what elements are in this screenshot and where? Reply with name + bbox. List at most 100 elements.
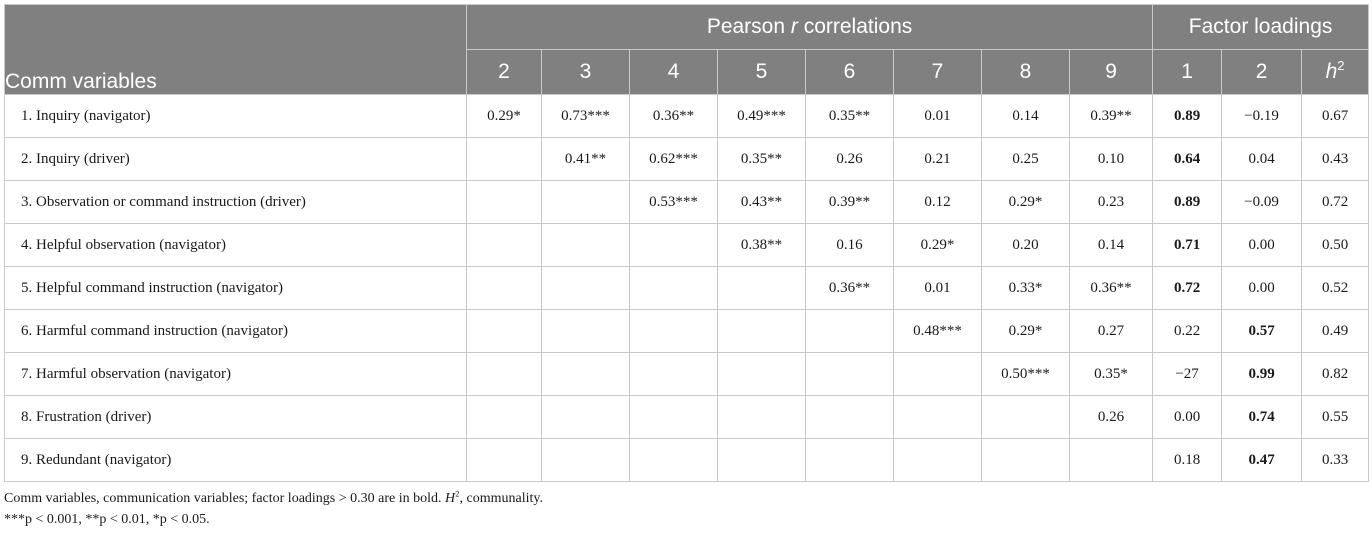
pearson-col-header: 6 [805, 49, 894, 95]
correlation-cell [541, 395, 630, 439]
correlation-cell [466, 438, 542, 482]
correlation-cell: 0.73*** [541, 94, 630, 138]
correlation-cell [629, 309, 718, 353]
row-label: 3. Observation or command instruction (d… [4, 180, 467, 224]
correlation-cell [1068, 438, 1154, 482]
communality-cell: 0.50 [1301, 223, 1370, 267]
factor2-loading-cell: 0.57 [1221, 309, 1303, 353]
pearson-col-header: 5 [717, 49, 806, 95]
correlation-cell: 0.01 [893, 94, 982, 138]
correlation-cell [629, 266, 718, 310]
correlation-cell: 0.20 [981, 223, 1070, 267]
correlation-cell [629, 395, 718, 439]
correlation-factor-table: Comm variables Pearson r correlations Fa… [4, 4, 1370, 482]
correlation-cell [981, 438, 1070, 482]
factor1-loading-cell: 0.00 [1152, 395, 1223, 439]
correlation-cell [805, 352, 894, 396]
correlation-cell: 0.48*** [893, 309, 982, 353]
factor1-loading-cell: 0.72 [1152, 266, 1223, 310]
table-body: 1. Inquiry (navigator) 0.29* 0.73*** 0.36**… [4, 94, 1370, 482]
correlation-cell [466, 223, 542, 267]
correlation-cell: 0.29* [466, 94, 542, 138]
correlation-cell: 0.38** [717, 223, 806, 267]
communality-cell: 0.67 [1301, 94, 1370, 138]
correlation-cell [717, 352, 806, 396]
factor2-loading-cell: 0.00 [1221, 266, 1303, 310]
pearson-col-header: 9 [1068, 49, 1154, 95]
correlation-cell: 0.43** [717, 180, 806, 224]
communality-cell: 0.49 [1301, 309, 1370, 353]
correlation-cell: 0.25 [981, 137, 1070, 181]
correlation-cell: 0.29* [981, 180, 1070, 224]
header-row-columns: 2 3 4 5 6 7 8 9 1 2 h2 [5, 49, 1370, 95]
correlation-cell [805, 438, 894, 482]
correlation-cell: 0.12 [893, 180, 982, 224]
correlation-cell [805, 309, 894, 353]
correlation-cell [541, 223, 630, 267]
table-row: 9. Redundant (navigator) 0.18 0.47 0.33 [4, 438, 1370, 482]
correlation-cell: 0.49*** [717, 94, 806, 138]
correlation-cell [466, 309, 542, 353]
correlation-cell: 0.35** [717, 137, 806, 181]
footnote-abbreviations: Comm variables, communication variables;… [4, 488, 543, 506]
factor1-loading-cell: 0.22 [1152, 309, 1223, 353]
correlation-cell: 0.16 [805, 223, 894, 267]
correlation-cell [717, 309, 806, 353]
correlation-cell: 0.27 [1068, 309, 1154, 353]
communality-cell: 0.82 [1301, 352, 1370, 396]
table-container: Comm variables Pearson r correlations Fa… [4, 4, 1370, 530]
factor1-loading-cell: −27 [1152, 352, 1223, 396]
correlation-cell [893, 352, 982, 396]
communality-cell: 0.52 [1301, 266, 1370, 310]
correlation-cell: 0.26 [1068, 395, 1154, 439]
factor2-loading-cell: 0.47 [1221, 438, 1303, 482]
correlation-cell: 0.33* [981, 266, 1070, 310]
pearson-col-header: 2 [466, 49, 542, 95]
correlation-cell [805, 395, 894, 439]
factor1-loading-cell: 0.18 [1152, 438, 1223, 482]
table-row: 1. Inquiry (navigator) 0.29* 0.73*** 0.36**… [4, 94, 1370, 138]
table-row: 8. Frustration (driver) 0.26 0.00 0.74 0.55 [4, 395, 1370, 439]
correlation-cell [717, 266, 806, 310]
pearson-col-header: 7 [893, 49, 982, 95]
correlation-cell: 0.29* [981, 309, 1070, 353]
table-row: 3. Observation or command instruction (d… [4, 180, 1370, 224]
table-row: 6. Harmful command instruction (navigato… [4, 309, 1370, 353]
row-label: 2. Inquiry (driver) [4, 137, 467, 181]
factor2-loading-cell: −0.09 [1221, 180, 1303, 224]
communality-cell: 0.72 [1301, 180, 1370, 224]
factor1-loading-cell: 0.64 [1152, 137, 1223, 181]
row-label: 6. Harmful command instruction (navigato… [4, 309, 467, 353]
footnote-significance: ***p < 0.001, **p < 0.01, *p < 0.05. [4, 512, 210, 527]
row-label: 9. Redundant (navigator) [4, 438, 467, 482]
correlation-cell: 0.14 [1068, 223, 1154, 267]
factor1-loading-cell: 0.89 [1152, 180, 1223, 224]
factor2-loading-cell: 0.74 [1221, 395, 1303, 439]
row-header: Comm variables [4, 4, 467, 95]
table-row: 5. Helpful command instruction (navigato… [4, 266, 1370, 310]
correlation-cell [541, 309, 630, 353]
correlation-cell: 0.26 [805, 137, 894, 181]
row-label: 1. Inquiry (navigator) [4, 94, 467, 138]
pearson-col-header: 3 [541, 49, 630, 95]
correlation-cell [629, 352, 718, 396]
communality-symbol: h [1325, 60, 1338, 83]
correlation-cell: 0.39** [1068, 94, 1154, 138]
correlation-cell [541, 438, 630, 482]
correlation-cell: 0.39** [805, 180, 894, 224]
header-row-groups: Comm variables Pearson r correlations Fa… [4, 4, 1370, 95]
table-footnotes: Comm variables, communication variables;… [4, 488, 1368, 530]
factor-col-header: 1 [1152, 49, 1223, 95]
correlation-cell: 0.29* [893, 223, 982, 267]
correlation-cell [981, 395, 1070, 439]
row-label: 8. Frustration (driver) [4, 395, 467, 439]
factor2-loading-cell: 0.99 [1221, 352, 1303, 396]
factor-group-header: Factor loadings [1152, 4, 1370, 50]
correlation-cell [893, 395, 982, 439]
correlation-cell [466, 180, 542, 224]
correlation-cell [466, 352, 542, 396]
communality-col-header: h2 [1301, 49, 1370, 95]
row-label: 4. Helpful observation (navigator) [4, 223, 467, 267]
correlation-cell: 0.62*** [629, 137, 718, 181]
pearson-col-header: 8 [981, 49, 1070, 95]
